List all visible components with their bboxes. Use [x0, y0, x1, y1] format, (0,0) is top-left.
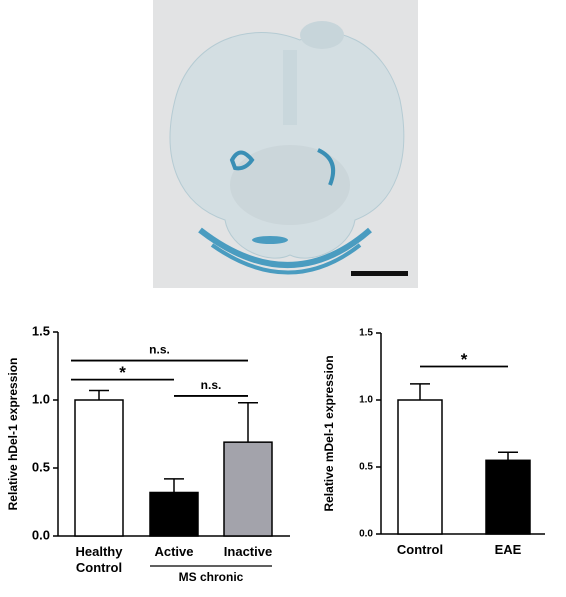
brain-section-image	[153, 0, 418, 288]
y-axis-label: Relative mDel-1 expression	[322, 355, 336, 511]
bar	[485, 459, 531, 535]
y-tick-label: 1.0	[359, 395, 373, 406]
x-tick-label: Inactive	[223, 544, 273, 559]
significance-label: n.s.	[201, 378, 222, 392]
x-tick-label-box: Inactive	[223, 544, 273, 559]
x-tick-label: Healthy Control	[75, 544, 123, 575]
y-tick-label: 0.5	[359, 462, 373, 473]
bar	[223, 441, 273, 537]
x-tick-label-box: Healthy Control	[75, 544, 123, 575]
y-tick-label: 0.0	[32, 527, 50, 542]
group-label: MS chronic	[179, 570, 244, 584]
x-tick-label: EAE	[494, 542, 522, 557]
bar	[397, 399, 443, 535]
x-tick-label-box: Control	[396, 542, 444, 557]
x-tick-label: Active	[154, 544, 194, 559]
bar	[149, 491, 199, 537]
y-tick-label: 1.5	[359, 328, 373, 339]
significance-label: n.s.	[149, 343, 170, 357]
x-tick-label-box: Active	[154, 544, 194, 559]
x-tick-label-box: EAE	[494, 542, 522, 557]
bar	[74, 399, 124, 537]
y-tick-label: 1.5	[32, 323, 50, 338]
x-tick-label: Control	[396, 542, 444, 557]
significance-label: *	[119, 363, 126, 382]
y-tick-label: 1.0	[32, 391, 50, 406]
y-tick-label: 0.5	[32, 459, 50, 474]
y-axis-label: Relative hDel-1 expression	[6, 358, 20, 511]
y-tick-label: 0.0	[359, 529, 373, 540]
significance-label: *	[461, 350, 468, 369]
